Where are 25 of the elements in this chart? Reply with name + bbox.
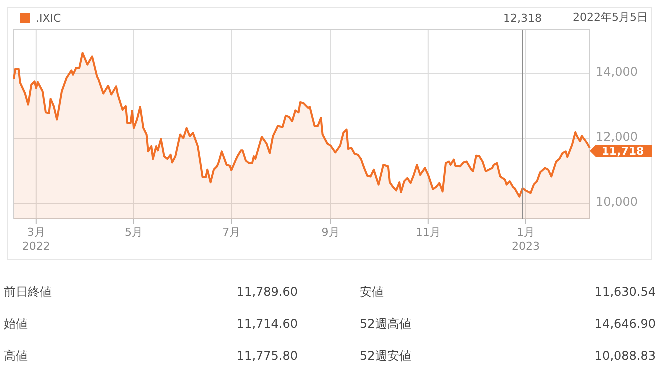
text: 14,646.90 [594, 317, 656, 331]
x-tick-label: 5月 [125, 226, 143, 239]
x-tick-label: 11月 [416, 226, 441, 239]
ref-line-label: 12,318 [504, 12, 542, 25]
text: 高値 [4, 349, 28, 363]
x-tick-label: 9月 [322, 226, 340, 239]
text: 2022年5月5日 [573, 11, 648, 24]
text: 11,775.80 [236, 349, 298, 363]
y-tick-label: 14,000 [596, 64, 638, 79]
text: 52週高値 [360, 317, 412, 331]
x-tick-label: 3月 2022 [22, 226, 50, 253]
text: 10,088.83 [594, 349, 656, 363]
legend-label: .IXIC [36, 12, 62, 25]
text: 52週安値 [360, 349, 412, 363]
text: 11,714.60 [236, 317, 298, 331]
x-tick-label: 1月 2023 [512, 226, 540, 253]
x-tick-label: 7月 [222, 226, 241, 239]
text: 11,630.54 [594, 285, 656, 299]
y-tick-label: 12,000 [596, 130, 638, 144]
text: 11,789.60 [236, 285, 298, 299]
text: 始値 [4, 317, 28, 331]
y-tick-label: 10,000 [596, 195, 638, 210]
text: 11,718 [602, 145, 644, 158]
text: 前日終値 [4, 285, 52, 299]
text: 安値 [360, 285, 384, 299]
